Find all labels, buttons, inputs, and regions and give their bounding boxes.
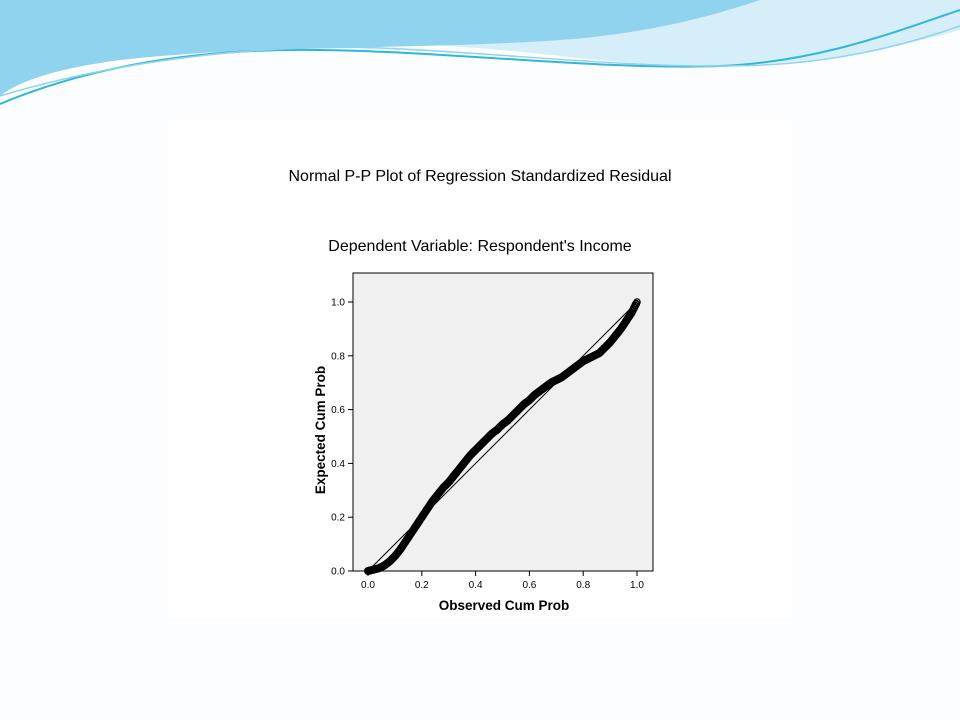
x-tick-label: 0.6 (522, 580, 536, 591)
wave-dark-2 (0, 25, 960, 97)
y-tick-label: 0.2 (331, 513, 345, 524)
chart-subtitle: Dependent Variable: Respondent's Income (328, 238, 632, 255)
y-axis-label: Expected Cum Prob (313, 366, 328, 494)
pp-plot-chart: Normal P-P Plot of Regression Standardiz… (288, 168, 671, 613)
y-tick-label: 0.0 (331, 567, 345, 578)
y-tick-label: 0.4 (331, 459, 345, 470)
x-tick-label: 1.0 (630, 580, 644, 591)
x-axis-label: Observed Cum Prob (439, 598, 570, 613)
data-point (633, 298, 641, 306)
y-tick-label: 0.6 (331, 405, 345, 416)
y-axis-ticks: 0.0 0.2 0.4 0.6 0.8 1.0 (331, 298, 353, 578)
wave-mid (0, 0, 760, 96)
x-tick-label: 0.0 (361, 580, 375, 591)
x-tick-label: 0.2 (415, 580, 429, 591)
y-tick-label: 0.8 (331, 351, 345, 362)
x-tick-label: 0.4 (469, 580, 483, 591)
x-tick-label: 0.8 (576, 580, 590, 591)
chart-panel: Normal P-P Plot of Regression Standardiz… (168, 120, 792, 618)
chart-title: Normal P-P Plot of Regression Standardiz… (288, 168, 671, 185)
x-axis-ticks: 0.0 0.2 0.4 0.6 0.8 1.0 (361, 571, 644, 591)
y-tick-label: 1.0 (331, 298, 345, 309)
data-points (364, 298, 641, 575)
